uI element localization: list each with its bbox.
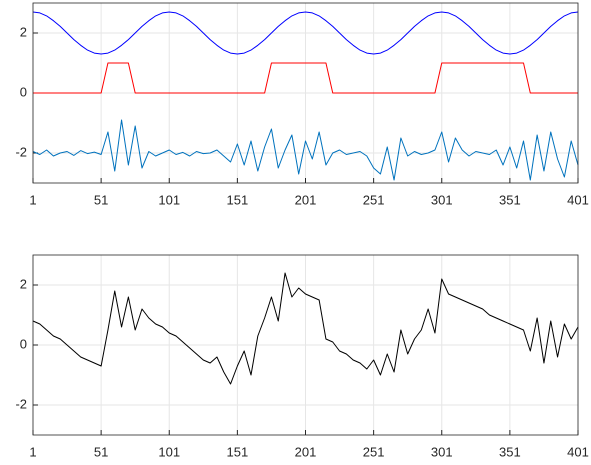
x-tick-label: 351 [499,192,521,207]
x-tick-label: 401 [567,444,589,459]
y-tick-label: 2 [20,276,27,291]
series-line [32,11,579,55]
x-tick-label: 351 [499,444,521,459]
x-tick-label: 151 [227,444,249,459]
y-tick-label: 2 [20,24,27,39]
y-tick-label: -2 [15,396,27,411]
x-tick-label: 301 [431,444,453,459]
x-tick-label: 1 [29,192,36,207]
x-tick-label: 201 [295,192,317,207]
x-tick-label: 1 [29,444,36,459]
series-line [32,272,579,385]
axes-box [32,254,579,436]
y-tick-label: 0 [20,84,27,99]
axes-box [32,2,579,184]
x-tick-label: 51 [94,444,108,459]
y-tick-label: 0 [20,336,27,351]
x-tick-label: 401 [567,192,589,207]
x-tick-label: 151 [227,192,249,207]
x-tick-label: 301 [431,192,453,207]
x-tick-label: 251 [363,192,385,207]
x-tick-label: 101 [158,192,180,207]
x-tick-label: 101 [158,444,180,459]
series-line [33,62,578,94]
series-line [32,119,579,181]
x-tick-label: 251 [363,444,385,459]
y-tick-label: -2 [15,144,27,159]
x-tick-label: 201 [295,444,317,459]
x-tick-label: 51 [94,192,108,207]
